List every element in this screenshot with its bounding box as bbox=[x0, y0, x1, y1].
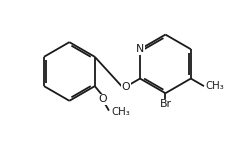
Text: CH₃: CH₃ bbox=[111, 107, 130, 117]
Text: CH₃: CH₃ bbox=[205, 81, 224, 91]
Text: Br: Br bbox=[160, 99, 172, 109]
Text: O: O bbox=[98, 94, 107, 104]
Text: O: O bbox=[122, 82, 130, 92]
Text: N: N bbox=[136, 44, 144, 54]
